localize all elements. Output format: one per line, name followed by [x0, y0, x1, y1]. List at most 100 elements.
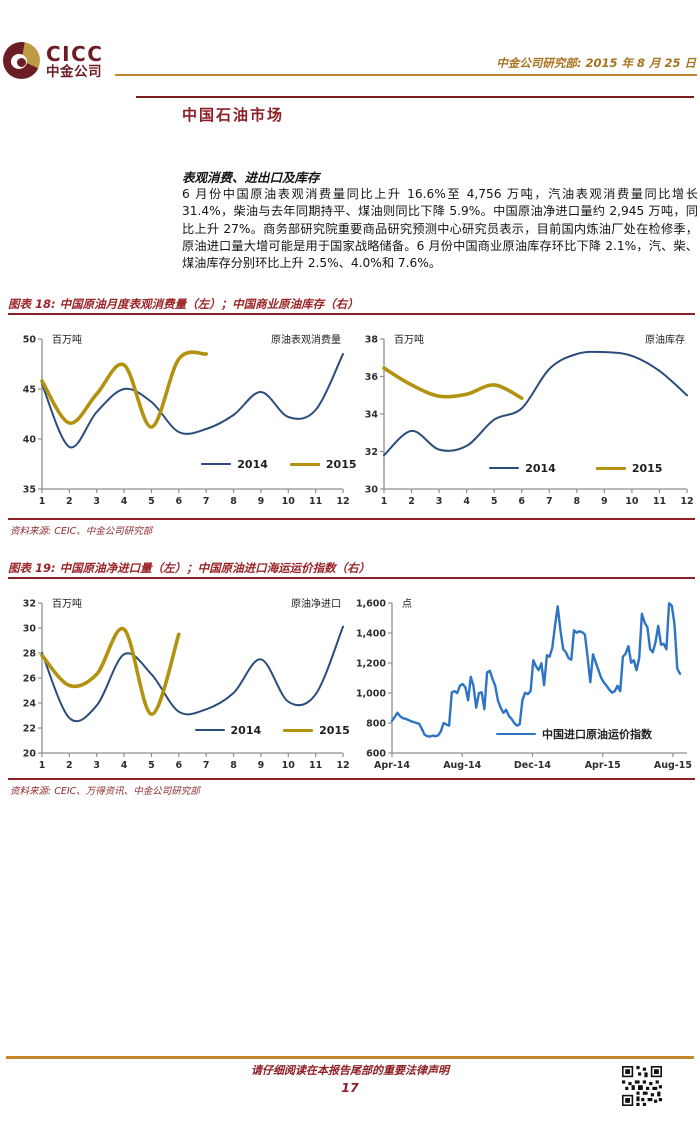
y-tick-label: 38 [365, 335, 379, 346]
y-tick-label: 20 [23, 749, 37, 760]
figure19-title: 图表 19: 中国原油净进口量（左）；中国原油进口海运运价指数（右） [8, 561, 371, 575]
x-tick-label: 5 [491, 496, 498, 507]
series-line-2015 [40, 350, 208, 429]
figure18-source-rule [8, 518, 695, 520]
series-line-2015 [382, 366, 524, 400]
legend-label: 2014 [525, 461, 556, 475]
figure18-title: 图表 18: 中国原油月度表观消费量（左）；中国商业原油库存（右） [8, 297, 359, 311]
x-tick-label: 9 [601, 496, 608, 507]
logo-cicc-text: CICC [46, 42, 104, 66]
chart-inner-title: 原油库存 [645, 333, 685, 346]
y-tick-label: 28 [23, 649, 37, 660]
chart-legend: 2014 2015 [201, 457, 357, 471]
legend-line-swatch [194, 729, 225, 732]
legend-item-中国进口原油运价指数: 中国进口原油运价指数 [496, 726, 652, 742]
legend-label: 2015 [319, 723, 350, 737]
legend-item-2015: 2015 [283, 724, 350, 737]
y-tick-label: 45 [23, 385, 36, 396]
series-line-2014 [383, 350, 688, 457]
x-tick-label: 6 [176, 760, 183, 771]
logo-chinese-text: 中金公司 [46, 64, 102, 80]
chart-freight-index: 600 800 1,000 1,200 1,400 1,600 Apr-14 Aug-14 De… [352, 586, 695, 780]
x-tick-label: 3 [436, 496, 443, 507]
chart-legend: 中国进口原油运价指数 [496, 726, 652, 742]
y-tick-label: 26 [23, 674, 37, 685]
chart-legend: 2014 2015 [489, 462, 662, 475]
y-tick-label: 22 [23, 724, 36, 735]
x-tick-label: Aug-14 [443, 760, 481, 771]
axis-unit-label: 点 [402, 598, 412, 610]
legend-line-swatch [496, 732, 537, 735]
y-tick-label: 30 [23, 624, 37, 635]
chart-inner-title: 原油净进口 [291, 597, 341, 610]
y-tick-label: 600 [366, 749, 386, 760]
x-tick-label: 3 [93, 496, 100, 507]
y-tick-label: 1,200 [356, 659, 386, 670]
x-tick-label: Apr-14 [374, 760, 410, 771]
y-tick-label: 1,400 [356, 629, 386, 640]
legend-label: 2015 [631, 461, 663, 475]
x-tick-label: 6 [518, 496, 525, 507]
x-tick-label: 2 [66, 760, 73, 771]
legend-line-swatch [489, 467, 520, 470]
x-tick-label: Dec-14 [514, 760, 552, 771]
x-tick-label: 12 [680, 496, 693, 507]
axis-unit-label: 百万吨 [52, 333, 82, 346]
x-tick-label: 7 [546, 496, 553, 507]
series-line-中国进口原油运价指数 [390, 602, 682, 738]
x-tick-label: 10 [282, 760, 296, 771]
page-number: 17 [341, 1080, 359, 1095]
y-tick-label: 1,000 [356, 689, 386, 700]
x-tick-label: 9 [258, 496, 265, 507]
page-title: 中国石油市场 [182, 106, 285, 124]
header-gold-rule [115, 74, 697, 76]
series-line-2014 [41, 625, 344, 723]
x-tick-label: 8 [574, 496, 581, 507]
x-tick-label: 12 [336, 760, 349, 771]
x-tick-label: 1 [39, 496, 46, 507]
y-tick-label: 32 [23, 599, 36, 610]
y-tick-label: 800 [366, 719, 386, 730]
x-tick-label: 12 [336, 496, 349, 507]
cicc-logo-icon [3, 42, 40, 79]
legend-line-swatch [283, 728, 314, 732]
legend-item-2014: 2014 [489, 462, 556, 475]
y-tick-label: 40 [23, 435, 37, 446]
legend-line-swatch [595, 466, 626, 470]
chart-crude-apparent-consumption: 35 40 45 50 1 2 3 4 5 6 7 8 9 10 11 12 百万吨 原油表观消费量 2014 201… [12, 322, 357, 516]
y-tick-label: 35 [23, 485, 36, 496]
legend-item-2014: 2014 [194, 723, 262, 737]
x-tick-label: 2 [408, 496, 415, 507]
section-title-rule [136, 96, 694, 98]
y-tick-label: 34 [365, 410, 379, 421]
legend-item-2015: 2015 [595, 461, 663, 475]
chart-crude-net-imports: 20 22 24 26 28 30 32 1 2 3 4 5 6 7 8 9 10 11 12 百万吨 原油净进口 201… [12, 586, 350, 780]
y-tick-label: 36 [365, 372, 379, 383]
chart-legend: 2014 2015 [194, 723, 350, 737]
x-tick-label: 10 [282, 496, 296, 507]
x-tick-label: 3 [93, 760, 100, 771]
x-tick-label: 5 [148, 496, 155, 507]
legend-line-swatch [201, 463, 232, 466]
legend-line-swatch [289, 462, 320, 466]
x-tick-label: 5 [148, 760, 155, 771]
legal-disclaimer: 请仔细阅读在本报告尾部的重要法律声明 [251, 1064, 449, 1077]
legend-label: 2014 [230, 723, 262, 737]
sub-heading: 表观消费、进出口及库存 [182, 170, 320, 185]
chart-inner-title: 原油表观消费量 [271, 333, 341, 346]
axis-unit-label: 百万吨 [394, 333, 424, 346]
qr-code [622, 1066, 662, 1106]
legend-item-2015: 2015 [289, 458, 357, 471]
legend-label: 中国进口原油运价指数 [542, 727, 653, 741]
x-tick-label: 11 [309, 760, 322, 771]
chart-svg-fig19_right: 600 800 1,000 1,200 1,400 1,600 Apr-14 Aug-14 De… [356, 598, 692, 771]
x-tick-label: 7 [203, 760, 210, 771]
figure19-title-rule [8, 577, 695, 579]
figure18-source: 资料来源: CEIC、中金公司研究部 [10, 526, 153, 537]
x-tick-label: 6 [176, 496, 183, 507]
legend-label: 2014 [237, 457, 268, 471]
